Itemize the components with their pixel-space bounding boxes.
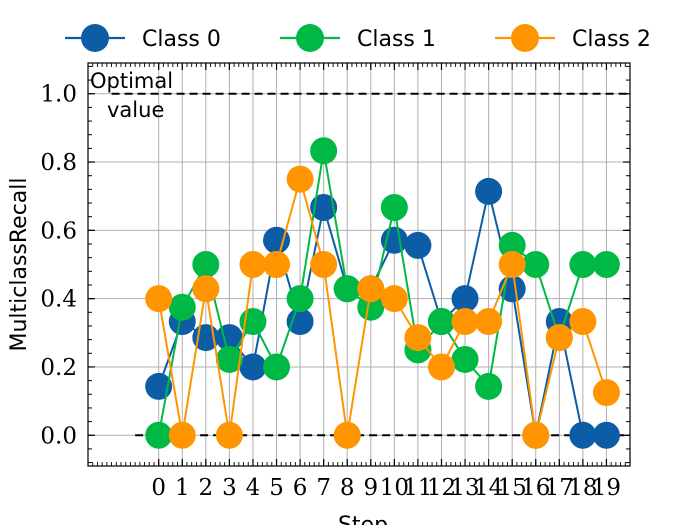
data-point xyxy=(215,421,243,449)
data-point xyxy=(310,251,338,278)
x-tick-label: 17 xyxy=(545,475,574,501)
data-point xyxy=(286,165,314,193)
x-tick-label: 4 xyxy=(246,475,261,501)
data-point xyxy=(239,353,267,381)
data-point xyxy=(545,324,573,352)
data-point xyxy=(569,421,597,449)
x-tick-label: 5 xyxy=(269,475,284,501)
y-tick-label: 0.4 xyxy=(40,287,77,313)
x-tick-label: 8 xyxy=(340,475,355,501)
x-tick-label: 12 xyxy=(427,475,456,501)
series-group xyxy=(145,137,620,449)
legend-label: Class 0 xyxy=(142,27,221,52)
data-point xyxy=(592,379,620,407)
data-point xyxy=(522,421,550,449)
plot-frame xyxy=(87,62,631,467)
data-point xyxy=(168,293,196,321)
x-tick-label: 14 xyxy=(474,475,503,501)
data-point xyxy=(263,251,291,278)
x-axis-label: Step xyxy=(338,513,388,525)
legend-marker xyxy=(81,24,109,52)
data-point xyxy=(404,231,432,259)
data-point xyxy=(475,177,503,205)
y-tick-label: 0.6 xyxy=(40,218,77,244)
x-tick-label: 18 xyxy=(568,475,597,501)
y-tick-label: 0.8 xyxy=(40,150,77,176)
data-point xyxy=(475,372,503,400)
data-point xyxy=(569,251,597,278)
data-point xyxy=(286,308,314,336)
series-2 xyxy=(145,165,620,449)
y-tick-label: 0.2 xyxy=(40,355,77,381)
x-tick-label: 0 xyxy=(151,475,166,501)
data-point xyxy=(145,285,173,313)
x-tick-label: 9 xyxy=(363,475,378,501)
data-point xyxy=(451,308,479,336)
x-tick-label: 1 xyxy=(175,475,190,501)
data-point xyxy=(498,251,526,278)
y-tick-label: 1.0 xyxy=(40,82,77,108)
x-tick-label: 7 xyxy=(316,475,331,501)
data-point xyxy=(239,251,267,278)
data-point xyxy=(451,345,479,373)
axis-ticks xyxy=(87,63,631,466)
data-point xyxy=(427,308,455,336)
data-point xyxy=(333,421,361,449)
data-point xyxy=(215,345,243,373)
y-axis-label: MulticlassRecall xyxy=(7,177,32,351)
data-point xyxy=(145,421,173,449)
data-point xyxy=(475,308,503,336)
data-point xyxy=(310,193,338,221)
data-point xyxy=(498,231,526,259)
x-tick-label: 3 xyxy=(222,475,237,501)
data-point xyxy=(380,193,408,221)
legend-label: Class 1 xyxy=(357,27,436,52)
x-tick-label: 16 xyxy=(521,475,550,501)
x-tick-label: 2 xyxy=(199,475,214,501)
x-tick-label: 6 xyxy=(293,475,308,501)
legend-label: Class 2 xyxy=(572,27,651,52)
optimal-annotation-line1: Optimal xyxy=(90,69,173,93)
y-tick-label: 0.0 xyxy=(40,423,77,449)
x-tick-label: 13 xyxy=(450,475,479,501)
chart-legend: Class 0 Class 1 Class 2 xyxy=(65,24,651,52)
data-point xyxy=(263,353,291,381)
data-point xyxy=(569,308,597,336)
x-tick-label: 19 xyxy=(592,475,621,501)
data-point xyxy=(333,275,361,303)
data-point xyxy=(404,324,432,352)
x-tick-label: 10 xyxy=(380,475,409,501)
data-point xyxy=(286,285,314,313)
data-point xyxy=(310,137,338,165)
x-tick-label: 15 xyxy=(498,475,527,501)
y-tick-labels: 0.0 0.2 0.4 0.6 0.8 1.0 xyxy=(40,82,77,450)
data-point xyxy=(451,285,479,313)
data-point xyxy=(357,275,385,303)
legend-marker xyxy=(296,24,324,52)
optimal-annotation-line2: value xyxy=(107,98,164,122)
legend-marker xyxy=(511,24,539,52)
data-point xyxy=(592,251,620,278)
data-point xyxy=(592,421,620,449)
data-point xyxy=(522,251,550,278)
data-point xyxy=(427,353,455,381)
data-point xyxy=(263,226,291,254)
data-point xyxy=(192,275,220,303)
data-point xyxy=(357,293,385,321)
data-point xyxy=(192,251,220,278)
data-point xyxy=(380,285,408,313)
x-tick-label: 11 xyxy=(403,475,432,501)
data-point xyxy=(168,421,196,449)
